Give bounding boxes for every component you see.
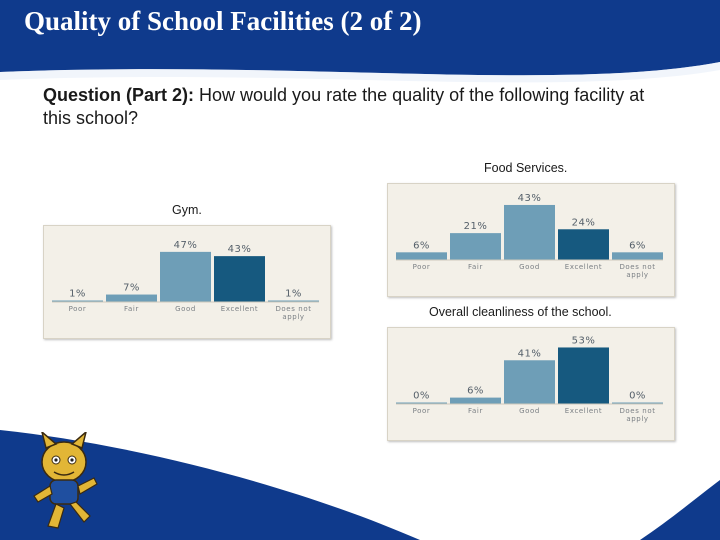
bar-does-not-apply <box>612 252 663 260</box>
category-label: Fair <box>124 305 139 313</box>
bar-good <box>504 204 555 260</box>
header-highlight <box>0 62 720 83</box>
category-label: Fair <box>468 407 483 415</box>
data-label: 43% <box>228 244 252 255</box>
data-label: 43% <box>518 193 542 204</box>
bar-excellent <box>214 256 265 302</box>
category-label: Excellent <box>565 407 602 415</box>
data-label: 7% <box>123 283 140 294</box>
question-text: Question (Part 2): How would you rate th… <box>43 84 663 130</box>
category-label: Excellent <box>221 305 258 313</box>
data-label: 53% <box>572 335 596 346</box>
category-label: Good <box>519 263 540 271</box>
chart-title-food-services: Food Services. <box>484 161 568 175</box>
category-label: Good <box>175 305 196 313</box>
bar-fair <box>106 294 157 302</box>
data-label: 21% <box>464 221 488 232</box>
bar-poor <box>396 402 447 404</box>
bar-excellent <box>558 347 609 404</box>
category-label: Does not apply <box>275 305 311 321</box>
chart-title-gym: Gym. <box>172 203 202 217</box>
bar-fair <box>450 233 501 260</box>
footer-band <box>0 430 420 540</box>
data-label: 41% <box>518 348 542 359</box>
data-label: 1% <box>285 289 302 300</box>
bar-does-not-apply <box>268 300 319 302</box>
bar-fair <box>450 397 501 404</box>
category-label: Poor <box>413 407 431 415</box>
gym-chart: 1% Poor 7% Fair 47% Good 43% Excellent 1% Does no… <box>43 225 331 339</box>
category-label: Fair <box>468 263 483 271</box>
chart-title-cleanliness: Overall cleanliness of the school. <box>429 305 612 319</box>
data-label: 1% <box>69 289 86 300</box>
category-label: Excellent <box>565 263 602 271</box>
data-label: 6% <box>467 386 484 397</box>
category-label: Does not apply <box>619 407 655 423</box>
category-label: Good <box>519 407 540 415</box>
question-body: How would you rate the quality of the fo… <box>43 85 645 128</box>
header-band <box>0 0 720 76</box>
cleanliness-chart: 0% Poor 6% Fair 41% Good 53% Excellent 0% Does no… <box>387 327 675 441</box>
data-label: 6% <box>413 240 430 251</box>
data-label: 6% <box>629 240 646 251</box>
footer-band-right <box>640 480 720 540</box>
data-label: 0% <box>629 391 646 402</box>
bar-excellent <box>558 229 609 260</box>
slide-title: Quality of School Facilities (2 of 2) <box>24 6 422 36</box>
category-label: Poor <box>413 263 431 271</box>
data-label: 47% <box>174 240 198 251</box>
data-label: 24% <box>572 217 596 228</box>
bar-poor <box>396 252 447 260</box>
category-label: Does not apply <box>619 263 655 279</box>
bar-poor <box>52 300 103 302</box>
bar-does-not-apply <box>612 402 663 404</box>
wildcat-mascot-icon <box>33 432 98 529</box>
data-label: 0% <box>413 391 430 402</box>
bar-good <box>160 251 211 302</box>
food-services-chart: 6% Poor 21% Fair 43% Good 24% Excellent 6% Does n… <box>387 183 675 297</box>
bar-good <box>504 360 555 404</box>
category-label: Poor <box>69 305 87 313</box>
question-label: Question (Part 2): <box>43 85 195 105</box>
